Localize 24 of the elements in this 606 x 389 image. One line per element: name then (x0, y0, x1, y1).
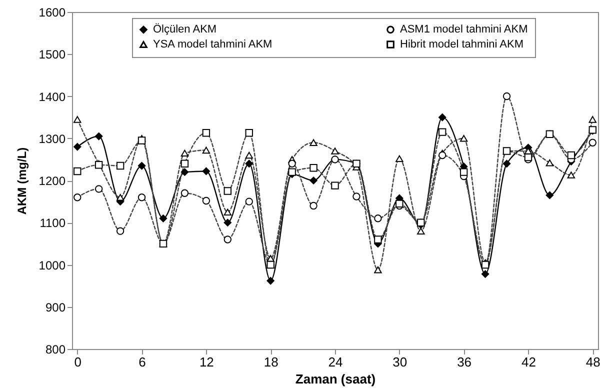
x-tick-label: 0 (74, 354, 82, 370)
y-tick-label: 1000 (38, 258, 66, 272)
y-tick-label: 1500 (38, 48, 66, 62)
x-tick-label: 18 (264, 354, 278, 370)
x-tick-label: 42 (521, 354, 536, 370)
y-tick-label: 1100 (40, 216, 66, 230)
x-tick-label: 6 (138, 354, 146, 370)
y-tick-label: 1200 (38, 174, 66, 188)
x-axis-title: Zaman (saat) (295, 372, 376, 386)
legend-label: YSA model tahmini AKM (153, 38, 272, 50)
x-tick-label: 48 (586, 354, 600, 370)
y-tick-label: 1400 (38, 90, 66, 104)
x-tick-label: 36 (457, 354, 472, 370)
x-tick-label: 24 (328, 354, 343, 370)
legend-label: Ölçülen AKM (153, 22, 217, 36)
x-tick-label: 12 (199, 354, 214, 370)
y-axis-title: AKM (mg/L) (14, 147, 29, 215)
legend-label: Hibrit model tahmini AKM (400, 38, 524, 50)
y-tick-label: 800 (45, 342, 66, 356)
y-tick-label: 1600 (38, 6, 66, 20)
legend-label: ASM1 model tahmini AKM (400, 24, 528, 36)
y-tick-label: 900 (45, 300, 66, 314)
x-tick-label: 30 (392, 354, 408, 370)
y-tick-label: 1300 (38, 132, 66, 146)
